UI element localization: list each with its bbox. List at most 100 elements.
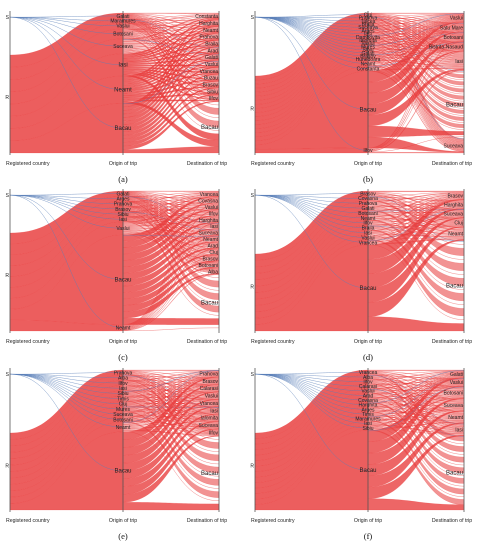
label-registered-r: R bbox=[250, 285, 254, 291]
flow-harghita-neamt bbox=[367, 405, 465, 419]
flow-ilfov-bistrita-nasaud bbox=[367, 51, 465, 151]
destination-label-buzau: Buzau bbox=[204, 76, 218, 82]
origin-label-vaslui: Vaslui bbox=[361, 389, 374, 395]
panel-c: SRGalatiArgesPrahovaBrasovSibiuIasiVaslu… bbox=[5, 189, 227, 362]
origin-label-bacau: Bacau bbox=[359, 468, 376, 474]
destination-label-suceava: Suceava bbox=[199, 423, 219, 429]
axis-title-0: Registered country bbox=[6, 339, 50, 345]
destination-label-suceava: Suceava bbox=[444, 144, 464, 150]
destination-label-brasov: Brasov bbox=[202, 379, 218, 385]
flow-prahova-covasna bbox=[122, 198, 220, 203]
flow-prahova-vaslui bbox=[367, 13, 465, 17]
origin-label-suceava: Suceava bbox=[358, 25, 378, 31]
flow-botosani-constanta bbox=[122, 15, 220, 30]
destination-label-brasov: Brasov bbox=[447, 193, 463, 199]
origin-label-brasov: Brasov bbox=[360, 191, 376, 197]
flow-covasna-suceava bbox=[367, 399, 465, 405]
destination-label-brasov: Brasov bbox=[202, 83, 218, 89]
origin-label-vrancea: Vrancea bbox=[359, 240, 378, 246]
origin-label-vrancea: Vrancea bbox=[359, 370, 378, 376]
axis-title-1: Origin of trip bbox=[109, 518, 137, 524]
flow-s-sibiu bbox=[254, 373, 369, 429]
flow-suceava-brasov bbox=[122, 382, 220, 413]
destination-label-neamt: Neamt bbox=[448, 232, 463, 238]
destination-label-neamt: Neamt bbox=[203, 237, 218, 243]
origin-label-bacau: Bacau bbox=[114, 126, 131, 132]
flow-brasov-suceava bbox=[367, 57, 465, 150]
origin-label-ilfov: Ilfov bbox=[363, 221, 373, 227]
destination-label-iasi: Iasi bbox=[455, 59, 463, 65]
axis-title-1: Origin of trip bbox=[354, 339, 382, 345]
origin-label-ilfov: Ilfov bbox=[363, 379, 373, 385]
destination-label-braila: Braila bbox=[205, 42, 218, 48]
origin-label-bacau: Bacau bbox=[114, 469, 131, 475]
origin-label-neamt: Neamt bbox=[116, 326, 131, 332]
destination-label-bacau: Bacau bbox=[201, 125, 218, 131]
panel-e: SRPrahovaAlbaIlfovIasiSibiuTimisClujMure… bbox=[5, 368, 227, 541]
axis-title-2: Destination of trip bbox=[187, 518, 227, 524]
flow-braila-vaslui bbox=[367, 14, 465, 24]
label-registered-s: S bbox=[251, 193, 255, 199]
flow-vaslui-vaslui bbox=[367, 380, 465, 390]
flow-arges-vaslui bbox=[367, 382, 465, 409]
panel-b: SRClujPrahovaTulceaBrailaSuceavaArgesIas… bbox=[250, 11, 472, 184]
destination-label-constanta: Constanta bbox=[195, 14, 218, 20]
destination-label-galati: Galati bbox=[450, 372, 463, 378]
flow-sibiu-brasov bbox=[122, 379, 220, 392]
flow-covasna-brasov bbox=[367, 191, 465, 197]
origin-label-sibiu: Sibiu bbox=[117, 212, 128, 218]
origin-label-maramures: Maramures bbox=[355, 417, 381, 423]
destination-label-sibiu: Sibiu bbox=[207, 89, 218, 95]
origin-label-bacau: Bacau bbox=[114, 277, 131, 283]
origin-label-harghita: Harghita bbox=[359, 403, 378, 409]
destination-label-botosani: Botosani bbox=[444, 35, 463, 41]
flow-vaslui-botosani bbox=[367, 36, 465, 44]
origin-label-neamt: Neamt bbox=[114, 88, 132, 94]
destination-label-arad: Arad bbox=[207, 244, 218, 250]
origin-label-hunedoara: Hunedoara bbox=[356, 57, 381, 63]
destination-label-harghita: Harghita bbox=[199, 218, 218, 224]
flow-galati-suceava bbox=[367, 207, 465, 212]
origin-label-ilfov: Ilfov bbox=[363, 148, 373, 154]
flow-maramures-vaslui bbox=[367, 384, 465, 418]
label-registered-s: S bbox=[6, 15, 10, 21]
origin-label-botosani: Botosani bbox=[358, 211, 377, 217]
destination-label-vrancea: Vrancea bbox=[200, 192, 219, 198]
origin-label-sibiu: Sibiu bbox=[117, 391, 128, 397]
flow-vrancea-galati bbox=[367, 369, 465, 371]
flow-vaslui-iasi bbox=[122, 226, 220, 229]
flow-s-iasi bbox=[9, 16, 124, 66]
flow-suceava-satu mare bbox=[367, 24, 465, 27]
origin-label-arges: Arges bbox=[361, 28, 375, 34]
destination-label-vaslui: Vaslui bbox=[450, 380, 463, 386]
flow-arad-galati bbox=[367, 372, 465, 394]
origin-label-iasi: Iasi bbox=[119, 217, 127, 223]
label-registered-r: R bbox=[5, 95, 9, 101]
origin-label-iasi: Iasi bbox=[119, 386, 127, 392]
flow-galati-iasi bbox=[122, 192, 220, 224]
destination-label-bacau: Bacau bbox=[201, 471, 218, 477]
flow-mures-prahova bbox=[122, 374, 220, 407]
flow-ilfov-bacau bbox=[367, 136, 465, 153]
origin-label-galati: Galati bbox=[361, 51, 374, 57]
flow-ilfov-satu mare bbox=[367, 31, 465, 150]
flow-maramures-suceava bbox=[367, 407, 465, 420]
flow-neamt-bacau bbox=[122, 327, 220, 332]
flow-galati-satu mare bbox=[367, 28, 465, 53]
flow-iasi-harghita bbox=[367, 206, 465, 232]
origin-label-arges: Arges bbox=[116, 197, 130, 203]
destination-label-ilfov: Ilfov bbox=[209, 96, 219, 102]
origin-label-arges: Arges bbox=[361, 407, 375, 413]
flow-brasov-vrancea bbox=[122, 193, 220, 207]
flow-s-bacau bbox=[254, 16, 369, 110]
flow-ialomita-satu mare bbox=[367, 26, 465, 40]
origin-label-bacau: Bacau bbox=[359, 107, 376, 113]
destination-label-iasi: Iasi bbox=[455, 428, 463, 434]
panel-caption: (b) bbox=[363, 174, 373, 184]
label-registered-s: S bbox=[6, 193, 10, 199]
flow-brasov-vaslui bbox=[122, 206, 220, 208]
axis-title-0: Registered country bbox=[6, 518, 50, 524]
origin-label-iasi: Iasi bbox=[364, 32, 372, 38]
panel-caption: (d) bbox=[363, 352, 373, 362]
flow-s-bacau bbox=[9, 373, 124, 472]
